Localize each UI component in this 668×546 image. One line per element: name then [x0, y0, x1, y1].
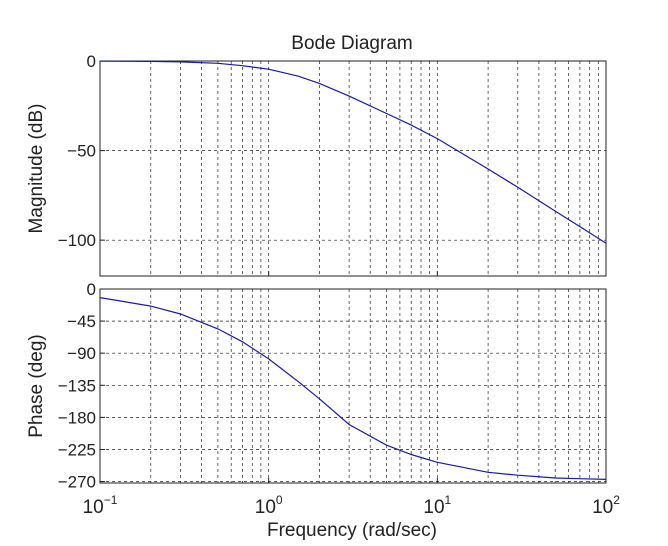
- magnitude-y-axis-label: Magnitude (dB): [26, 104, 47, 234]
- magnitude-plot-frame: [99, 60, 607, 277]
- phase-y-tick-label: −45: [67, 312, 96, 331]
- magnitude-y-tick-label: −100: [58, 231, 96, 250]
- phase-y-tick-label: 0: [87, 280, 96, 299]
- phase-y-tick-label: −225: [58, 440, 96, 459]
- chart-title: Bode Diagram: [291, 33, 412, 54]
- x-axis-label: Frequency (rad/sec): [267, 520, 437, 541]
- phase-panel: 0 −45 −90 −135 −180 −225 −270 Phase (deg): [26, 280, 607, 492]
- phase-gridlines: [100, 289, 606, 483]
- magnitude-y-tick-label: 0: [87, 52, 96, 71]
- magnitude-y-tick-label: −50: [67, 142, 96, 161]
- phase-y-tick-label: −90: [67, 344, 96, 363]
- magnitude-panel: 0 −50 −100 Magnitude (dB): [26, 52, 607, 277]
- phase-y-axis-label: Phase (deg): [26, 334, 47, 438]
- magnitude-y-ticks: 0 −50 −100: [58, 52, 105, 250]
- x-tick-label: 10−1: [83, 493, 118, 518]
- magnitude-gridlines: [100, 61, 606, 276]
- phase-y-ticks: 0 −45 −90 −135 −180 −225 −270: [58, 280, 105, 492]
- phase-curve: [99, 297, 607, 480]
- phase-y-tick-label: −270: [58, 473, 96, 492]
- frequency-x-ticks: 10−1 100 101 102: [83, 271, 620, 518]
- x-tick-label: 102: [592, 493, 620, 518]
- phase-plot-frame: [99, 288, 607, 484]
- x-tick-label: 100: [255, 493, 283, 518]
- magnitude-curve: [99, 60, 607, 244]
- phase-y-tick-label: −135: [58, 376, 96, 395]
- phase-y-tick-label: −180: [58, 408, 96, 427]
- x-tick-label: 101: [423, 493, 451, 518]
